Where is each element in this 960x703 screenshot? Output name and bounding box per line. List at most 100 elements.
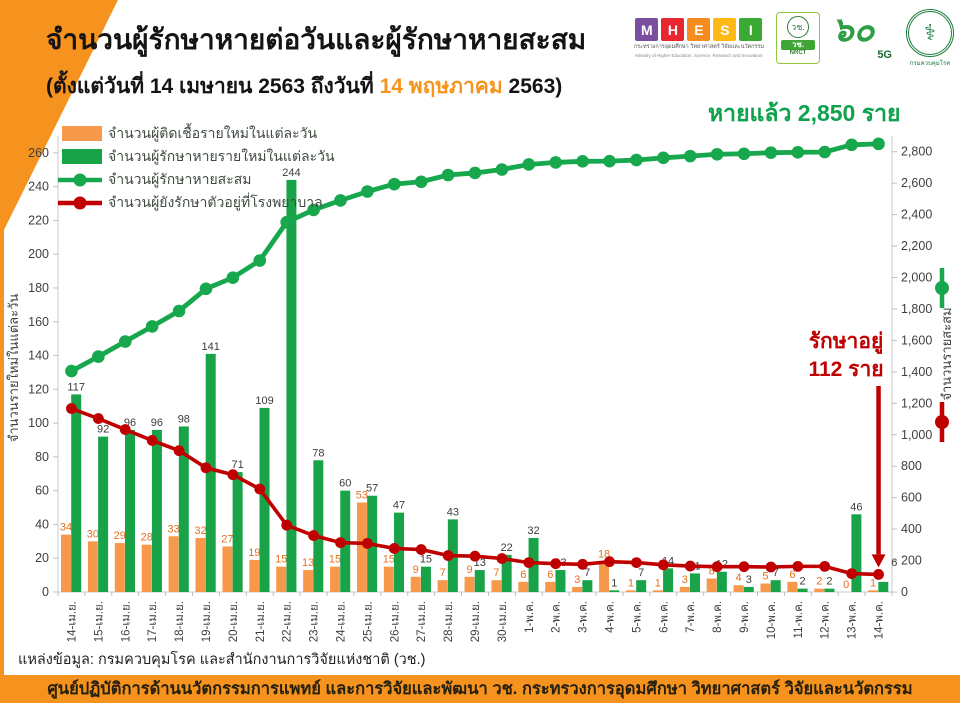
line-cumulative-recovered-dot	[872, 137, 885, 151]
line-in-hospital-dot	[846, 568, 858, 580]
y-axis-right-tick-label: 1,200	[901, 396, 932, 410]
bar-recovered-daily	[205, 353, 216, 592]
x-axis-tick-label: 6-พ.ค.	[658, 601, 670, 633]
bar-new-cases	[276, 566, 287, 592]
line-in-hospital-dot	[254, 483, 266, 495]
line-in-hospital-dot	[335, 537, 346, 549]
bar-value-label: 8	[709, 565, 715, 577]
x-axis-tick-label: 18-เม.ย.	[174, 601, 186, 642]
mhesi-letter: S	[713, 18, 737, 41]
x-axis-tick-label: 4-พ.ค.	[605, 601, 617, 633]
bar-value-label: 15	[275, 554, 287, 566]
logo-disease-control: ⚕ กรมควบคุมโรค	[906, 8, 954, 68]
y-axis-right-tick-label: 1,800	[901, 302, 932, 316]
y-axis-right-tick-label: 1,600	[901, 333, 932, 347]
y-axis-left-tick-label: 20	[35, 551, 49, 565]
y-axis-left-tick-label: 140	[28, 349, 49, 363]
line-in-hospital-dot	[308, 530, 319, 541]
bar-new-cases	[679, 586, 690, 592]
in-hospital-annotation: รักษาอยู่ 112 ราย	[796, 328, 896, 385]
bar-value-label: 29	[114, 530, 126, 542]
mhesi-caption-th: กระทรวงการอุดมศึกษา วิทยาศาสตร์ วิจัยและ…	[633, 44, 764, 50]
y-axis-right-tick-label: 1,400	[901, 365, 932, 379]
mhesi-caption-en: Ministry of Higher Education, Science, R…	[635, 53, 763, 58]
bar-recovered-daily	[878, 581, 889, 592]
bar-new-cases	[706, 578, 717, 592]
x-axis-tick-label: 13-พ.ค.	[847, 601, 859, 639]
line-in-hospital-dot	[577, 558, 589, 570]
five-g-label: 5G	[877, 49, 892, 61]
bar-recovered-daily	[394, 512, 405, 592]
in-hospital-line2: 112 ราย	[808, 358, 884, 382]
x-axis-tick-label: 2-พ.ค.	[551, 601, 563, 633]
line-in-hospital-dot	[631, 557, 642, 568]
y-axis-left-tick-label: 260	[28, 146, 49, 160]
line-in-hospital-dot	[657, 559, 669, 571]
x-axis-tick-label: 29-เม.ย.	[470, 601, 482, 642]
line-cumulative-recovered-dot	[199, 282, 213, 296]
line-cumulative-recovered-dot	[92, 350, 105, 363]
y-axis-right-tick-label: 2,800	[901, 145, 932, 159]
bar-value-label: 5	[762, 571, 768, 583]
bar-value-label: 1	[655, 577, 661, 589]
bar-value-label: 7	[638, 567, 644, 579]
line-cumulative-recovered-dot	[764, 146, 778, 159]
bar-value-label: 57	[366, 483, 378, 495]
line-cumulative-recovered-dot	[441, 168, 455, 182]
line-in-hospital-dot	[92, 413, 104, 424]
bar-value-label: 6	[547, 569, 553, 581]
line-in-hospital-dot	[792, 560, 804, 572]
line-cumulative-recovered-dot	[253, 254, 267, 267]
bar-value-label: 15	[383, 554, 395, 566]
bar-new-cases	[733, 585, 744, 592]
bar-value-label: 71	[231, 459, 243, 471]
line-in-hospital-dot	[873, 568, 884, 580]
bar-value-label: 117	[67, 381, 85, 393]
y-axis-right-tick-label: 600	[901, 491, 922, 505]
bar-value-label: 109	[255, 395, 273, 407]
bar-new-cases	[303, 570, 314, 592]
bar-value-label: 19	[248, 547, 260, 559]
bar-new-cases	[437, 580, 448, 592]
bar-recovered-daily	[663, 568, 674, 592]
legend-dot-swatch	[73, 173, 87, 187]
logo-60th-5g: ๖๐ 5G	[832, 11, 894, 65]
bar-new-cases	[518, 581, 529, 592]
x-axis-tick-label: 23-เม.ย.	[309, 601, 321, 642]
bar-new-cases	[787, 581, 798, 592]
x-axis-tick-label: 10-พ.ค.	[766, 601, 778, 639]
line-cumulative-recovered-dot	[387, 177, 401, 191]
bar-value-label: 47	[393, 500, 405, 512]
line-cumulative-recovered-dot	[361, 185, 374, 198]
line-cumulative-recovered-dot	[737, 147, 751, 161]
bar-new-cases	[464, 576, 475, 592]
bar-recovered-daily	[770, 580, 781, 592]
bar-value-label: 141	[202, 341, 220, 353]
line-cumulative-recovered-dot	[414, 175, 428, 189]
y-axis-left-tick-label: 0	[42, 585, 49, 599]
bar-value-label: 9	[466, 564, 472, 576]
bar-recovered-daily	[71, 394, 82, 592]
right-axis-marker-green-dot	[935, 281, 949, 295]
bar-value-label: 22	[501, 542, 513, 554]
line-in-hospital-dot	[146, 435, 158, 446]
combo-chart: 0204060801001201401601802002202402600200…	[6, 123, 954, 642]
x-axis-tick-label: 17-เม.ย.	[147, 601, 159, 642]
line-in-hospital-dot	[684, 560, 696, 572]
bar-new-cases	[356, 502, 367, 592]
y-axis-right-tick-label: 2,400	[901, 208, 932, 222]
bar-value-label: 3	[682, 574, 688, 586]
bar-new-cases	[168, 536, 179, 592]
left-accent-bar	[0, 0, 4, 703]
line-cumulative-recovered-dot	[630, 153, 643, 167]
bar-value-label: 43	[447, 506, 459, 518]
bar-new-cases	[491, 580, 502, 592]
bar-value-label: 3	[574, 574, 580, 586]
x-axis-tick-label: 16-เม.ย.	[120, 601, 132, 642]
y-axis-left-tick-label: 220	[28, 213, 49, 227]
line-cumulative-recovered-dot	[334, 194, 347, 207]
bar-new-cases	[760, 583, 771, 592]
down-arrow-head	[871, 554, 886, 568]
